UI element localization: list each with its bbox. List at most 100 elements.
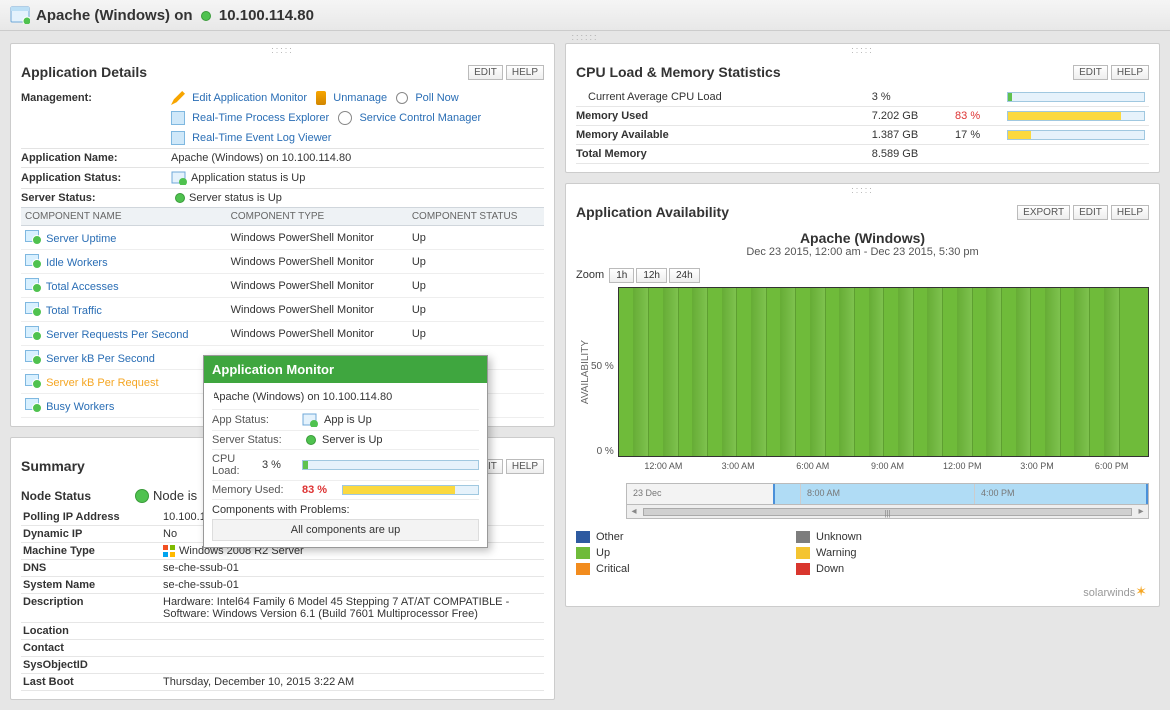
summary-value: Thursday, December 10, 2015 3:22 AM: [161, 674, 544, 691]
help-button[interactable]: HELP: [1111, 65, 1149, 80]
table-row[interactable]: Idle WorkersWindows PowerShell MonitorUp: [21, 250, 544, 274]
summary-label: SysObjectID: [21, 657, 161, 674]
legend-item[interactable]: Up: [576, 545, 796, 561]
app-name-value: Apache (Windows) on 10.100.114.80: [171, 152, 351, 164]
panel-grip[interactable]: :::::: [566, 184, 1159, 196]
component-status: Up: [408, 274, 544, 298]
tt-problems-text: All components are up: [212, 519, 479, 541]
node-status-value: Node is: [153, 488, 197, 503]
summary-value: [161, 623, 544, 640]
col-name[interactable]: COMPONENT NAME: [21, 208, 227, 226]
stats-table: Current Average CPU Load3 %Memory Used7.…: [576, 88, 1149, 164]
rt-process-link[interactable]: Real-Time Process Explorer: [192, 112, 329, 124]
panel-grip[interactable]: :::::: [566, 44, 1159, 56]
x-tick: 6:00 AM: [775, 461, 850, 471]
tt-mem-label: Memory Used:: [212, 484, 302, 496]
app-status-label: Application Status:: [21, 172, 171, 184]
component-status-icon: [25, 326, 39, 338]
stat-meter: [1007, 111, 1145, 121]
scroll-thumb[interactable]: |||: [643, 508, 1132, 516]
server-status-label: Server Status:: [21, 192, 171, 204]
pencil-icon: [171, 91, 185, 105]
help-button[interactable]: HELP: [506, 459, 544, 474]
component-link[interactable]: Server kB Per Second: [46, 353, 155, 365]
status-dot-icon: [306, 435, 316, 445]
legend-item[interactable]: Unknown: [796, 529, 1016, 545]
table-row: DescriptionHardware: Intel64 Family 6 Mo…: [21, 594, 544, 623]
mem-meter: [342, 485, 479, 495]
y-axis-label: AVAILABILITY: [576, 340, 591, 404]
poll-now-link[interactable]: Poll Now: [415, 92, 458, 104]
chart-legend: Other UnknownUpWarningCritical Down: [566, 523, 1159, 583]
chart-navigator[interactable]: 23 Dec8:00 AM4:00 PM ◂ ||| ▸: [626, 483, 1149, 519]
component-link[interactable]: Busy Workers: [46, 401, 114, 413]
panel-grip[interactable]: :::::: [11, 44, 554, 56]
x-tick: 6:00 PM: [1074, 461, 1149, 471]
component-status-icon: [25, 350, 39, 362]
legend-swatch: [576, 563, 590, 575]
stat-label: Memory Available: [576, 126, 868, 145]
tt-app-status: App is Up: [324, 414, 372, 426]
rt-event-link[interactable]: Real-Time Event Log Viewer: [192, 132, 331, 144]
col-status[interactable]: COMPONENT STATUS: [408, 208, 544, 226]
edit-app-monitor-link[interactable]: Edit Application Monitor: [192, 92, 307, 104]
component-status-icon: [25, 398, 39, 410]
component-link[interactable]: Idle Workers: [46, 257, 108, 269]
zoom-label: Zoom: [576, 269, 604, 281]
component-status-icon: [25, 254, 39, 266]
help-button[interactable]: HELP: [506, 65, 544, 80]
legend-swatch: [576, 547, 590, 559]
legend-item[interactable]: Down: [796, 561, 1016, 577]
cpu-memory-panel: ::::: CPU Load & Memory Statistics EDIT …: [565, 43, 1160, 173]
unmanage-link[interactable]: Unmanage: [333, 92, 387, 104]
component-link[interactable]: Server kB Per Request: [46, 377, 159, 389]
legend-item[interactable]: Critical: [576, 561, 796, 577]
window-icon: [10, 6, 30, 24]
app-status-value: Application status is Up: [191, 172, 305, 184]
zoom-button[interactable]: 1h: [609, 268, 634, 283]
zoom-button[interactable]: 24h: [669, 268, 700, 283]
edit-button[interactable]: EDIT: [1073, 65, 1108, 80]
table-row: DNSse-che-ssub-01: [21, 560, 544, 577]
zoom-button[interactable]: 12h: [636, 268, 667, 283]
availability-chart[interactable]: [618, 287, 1149, 457]
legend-label: Other: [596, 531, 624, 543]
component-status-icon: [25, 302, 39, 314]
legend-swatch: [576, 531, 590, 543]
edit-button[interactable]: EDIT: [468, 65, 503, 80]
table-row[interactable]: Total Accesses Windows PowerShell Monitor…: [21, 274, 544, 298]
component-status: Up: [408, 226, 544, 250]
table-row[interactable]: Total TrafficWindows PowerShell MonitorU…: [21, 298, 544, 322]
table-row[interactable]: Server UptimeWindows PowerShell MonitorU…: [21, 226, 544, 250]
stat-pct: 83 %: [951, 107, 1003, 126]
component-type: Windows PowerShell Monitor: [227, 250, 408, 274]
drag-grip[interactable]: ::::::: [0, 31, 1170, 43]
legend-item[interactable]: Other: [576, 529, 796, 545]
scm-link[interactable]: Service Control Manager: [359, 112, 481, 124]
edit-button[interactable]: EDIT: [1073, 205, 1108, 220]
scroll-right-icon[interactable]: ▸: [1134, 506, 1148, 517]
table-row: Memory Available1.387 GB17 %: [576, 126, 1149, 145]
component-link[interactable]: Total Accesses: [46, 281, 119, 293]
legend-label: Down: [816, 563, 844, 575]
component-type: Windows PowerShell Monitor: [227, 274, 408, 298]
component-link[interactable]: Server Requests Per Second: [46, 329, 188, 341]
component-link[interactable]: Total Traffic: [46, 305, 102, 317]
help-button[interactable]: HELP: [1111, 205, 1149, 220]
legend-item[interactable]: Warning: [796, 545, 1016, 561]
x-axis: 12:00 AM3:00 AM6:00 AM9:00 AM12:00 PM3:0…: [566, 457, 1159, 475]
refresh-icon: [396, 92, 408, 104]
tt-cpu-label: CPU Load:: [212, 453, 262, 477]
table-row: SysObjectID: [21, 657, 544, 674]
panel-title: Application Availability: [576, 204, 1014, 220]
component-link[interactable]: Server Uptime: [46, 233, 116, 245]
cpu-meter: [302, 460, 479, 470]
legend-swatch: [796, 563, 810, 575]
chart-title: Apache (Windows): [566, 224, 1159, 246]
col-type[interactable]: COMPONENT TYPE: [227, 208, 408, 226]
export-button[interactable]: EXPORT: [1017, 205, 1070, 220]
scroll-left-icon[interactable]: ◂: [627, 506, 641, 517]
tt-cpu-pct: 3 %: [262, 459, 302, 471]
tooltip-title: Application Monitor: [204, 356, 487, 383]
table-row[interactable]: Server Requests Per SecondWindows PowerS…: [21, 322, 544, 346]
